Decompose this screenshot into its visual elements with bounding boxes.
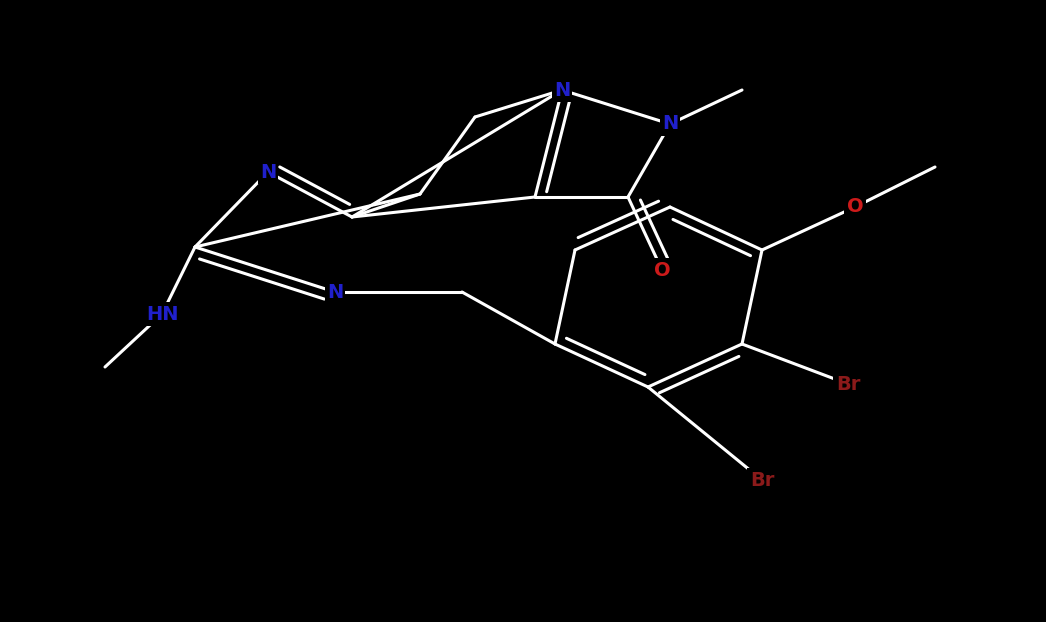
Text: N: N	[662, 114, 678, 134]
Text: N: N	[554, 80, 570, 100]
Text: O: O	[654, 261, 670, 279]
Text: O: O	[846, 198, 863, 216]
Text: Br: Br	[836, 374, 860, 394]
Text: N: N	[326, 282, 343, 302]
Text: HN: HN	[145, 305, 178, 323]
Text: Br: Br	[750, 470, 774, 490]
Text: N: N	[259, 162, 276, 182]
